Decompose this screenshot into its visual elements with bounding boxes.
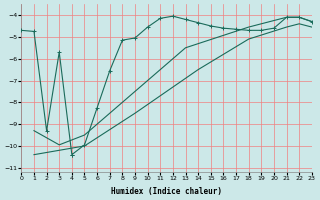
- X-axis label: Humidex (Indice chaleur): Humidex (Indice chaleur): [111, 187, 222, 196]
